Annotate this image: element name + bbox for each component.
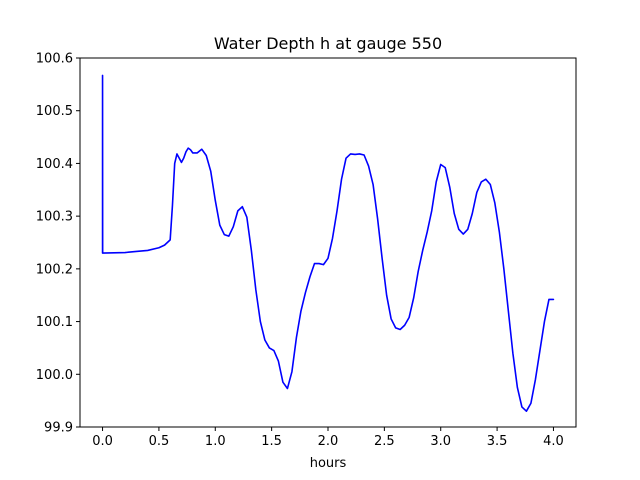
x-tick-label-8: 4.0 — [543, 434, 564, 449]
series-line-0 — [101, 74, 555, 412]
chart-title: Water Depth h at gauge 550 — [214, 34, 442, 53]
plot-area: 0.0 0.5 1.0 1.5 2.0 2.5 3.0 3.5 4.0 99.9 100.0 100.… — [36, 52, 577, 449]
y-tick-label-3: 100.2 — [36, 262, 73, 277]
y-tick-label-5: 100.4 — [36, 157, 73, 172]
y-tick-label-4: 100.3 — [36, 210, 73, 225]
x-tick-label-7: 3.5 — [487, 434, 508, 449]
y-tick-label-1: 100.0 — [36, 368, 73, 383]
x-tick-label-4: 2.0 — [318, 434, 339, 449]
y-tick-label-7: 100.6 — [36, 52, 73, 67]
x-axis-label: hours — [310, 456, 347, 471]
x-tick-label-5: 2.5 — [374, 434, 395, 449]
y-tick-label-2: 100.1 — [36, 315, 73, 330]
x-tick-label-0: 0.0 — [92, 434, 113, 449]
y-tick-label-0: 99.9 — [44, 421, 73, 436]
x-tick-label-2: 1.0 — [205, 434, 226, 449]
x-tick-label-6: 3.0 — [430, 434, 451, 449]
x-tick-label-1: 0.5 — [149, 434, 170, 449]
y-tick-label-6: 100.5 — [36, 104, 73, 119]
x-tick-label-3: 1.5 — [261, 434, 282, 449]
